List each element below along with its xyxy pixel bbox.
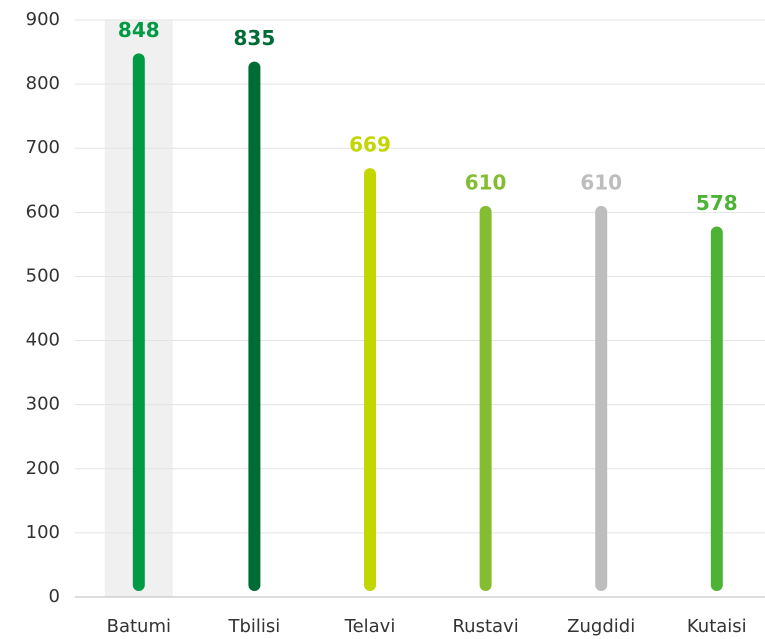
y-tick-label: 400 [26,330,60,351]
y-tick-label: 0 [49,586,60,607]
y-tick-label: 900 [26,9,60,30]
bar [364,168,376,591]
bar [710,226,723,591]
y-tick-label: 100 [26,522,60,543]
data-label: 835 [234,26,276,50]
y-tick-label: 800 [26,73,60,94]
x-tick-label: Kutaisi [687,616,747,637]
y-tick-label: 700 [26,137,60,158]
data-label: 848 [118,18,160,42]
data-label: 578 [696,191,738,215]
x-tick-label: Tbilisi [227,616,280,637]
y-tick-label: 300 [26,394,60,415]
bar [595,205,608,591]
bar [132,53,145,592]
x-tick-label: Rustavi [452,616,518,637]
y-tick-label: 500 [26,265,60,286]
data-label: 669 [349,133,391,157]
bar [248,61,261,591]
bar [479,205,492,591]
data-label: 610 [580,170,622,194]
data-label: 610 [465,170,507,194]
y-tick-label: 200 [26,458,60,479]
x-tick-label: Batumi [107,616,171,637]
x-tick-label: Zugdidi [567,616,635,637]
x-tick-label: Telavi [344,616,396,637]
y-tick-label: 600 [26,201,60,222]
